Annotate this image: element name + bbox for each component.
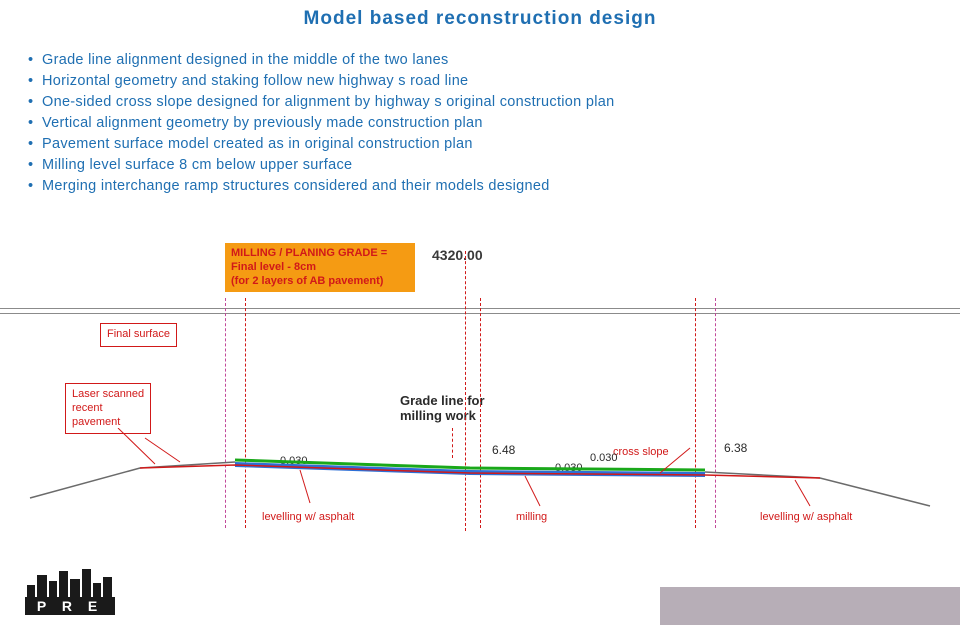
label-text: milling work [400, 408, 485, 423]
label-text: Grade line for [400, 393, 485, 408]
pre-logo: P R E [25, 565, 115, 615]
milling-grade-box: MILLING / PLANING GRADE = Final level - … [225, 243, 415, 292]
final-surface-label: Final surface [100, 323, 177, 347]
levelling-right-label: levelling w/ asphalt [760, 511, 852, 523]
bullet-item: Merging interchange ramp structures cons… [28, 176, 960, 197]
bullet-item: Horizontal geometry and staking follow n… [28, 71, 960, 92]
bullet-list: Grade line alignment designed in the mid… [28, 50, 960, 197]
page-title: Model based reconstruction design [0, 0, 960, 30]
levelling-left-label: levelling w/ asphalt [262, 511, 354, 523]
bullet-item: Grade line alignment designed in the mid… [28, 50, 960, 71]
milling-label: milling [516, 511, 547, 523]
milling-box-line: (for 2 layers of AB pavement) [231, 275, 409, 289]
cross-section-diagram: 4320.00 MILLING / PLANING GRADE = Final … [0, 253, 960, 543]
label-text: Laser scanned [72, 388, 144, 402]
bullet-item: Pavement surface model created as in ori… [28, 134, 960, 155]
bullet-item: Vertical alignment geometry by previousl… [28, 113, 960, 134]
milling-box-line: MILLING / PLANING GRADE = [231, 247, 409, 261]
road-profile [0, 428, 960, 508]
grade-line-label: Grade line for milling work [400, 393, 485, 423]
footer-bar [660, 587, 960, 625]
bullet-item: One-sided cross slope designed for align… [28, 92, 960, 113]
label-text: Final surface [107, 328, 170, 340]
station-label: 4320.00 [432, 247, 483, 263]
laser-scanned-label: Laser scanned recent pavement [65, 383, 151, 434]
bullet-item: Milling level surface 8 cm below upper s… [28, 155, 960, 176]
logo-text: P R E [37, 598, 103, 614]
label-text: recent [72, 402, 144, 416]
milling-box-line: Final level - 8cm [231, 261, 409, 275]
